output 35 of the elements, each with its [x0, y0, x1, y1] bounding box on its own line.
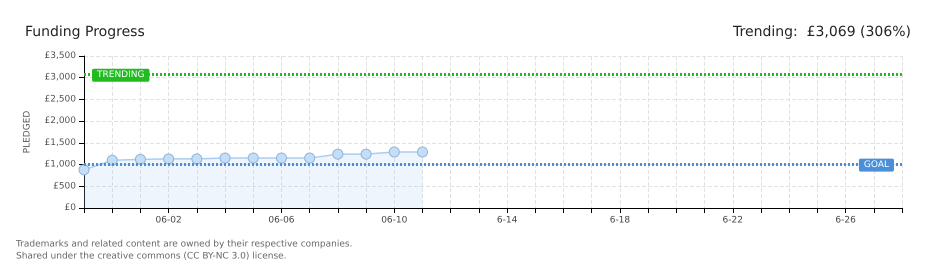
ref-line-label: GOAL — [864, 160, 889, 170]
point — [332, 148, 344, 160]
point — [416, 146, 428, 158]
y-tick-label: £2,500 — [44, 94, 76, 104]
x-tick-label: 6-14 — [496, 216, 518, 226]
point — [191, 153, 202, 164]
text: Trademarks and related content are owned by their respective companies. — [15, 240, 352, 250]
x-tick-label: 06-06 — [268, 216, 295, 226]
point — [78, 164, 90, 176]
x-tick-label: 06-10 — [381, 216, 408, 226]
y-tick-label: £3,000 — [44, 72, 76, 83]
y-tick-label: £1,500 — [44, 138, 76, 148]
chart-subtitle: Trending: £3,069 (306%) — [732, 24, 911, 40]
text: Shared under the creative commons (CC BY-NC 3.0) license. — [16, 252, 287, 262]
y-tick-label: £2,000 — [44, 116, 76, 126]
x-tick-label: 6-26 — [835, 216, 856, 226]
ref-line-label: TRENDING — [96, 70, 144, 80]
point — [106, 154, 118, 166]
x-tick-label: 06-02 — [156, 216, 182, 226]
point — [163, 153, 174, 164]
point — [134, 154, 146, 165]
point — [304, 152, 316, 164]
y-axis-title: PLEDGED — [22, 110, 32, 154]
y-tick-label: £500 — [53, 181, 76, 192]
point — [276, 152, 287, 164]
chart-title: Funding Progress — [25, 24, 145, 40]
point — [248, 152, 259, 164]
point — [220, 152, 231, 164]
y-tick-label: £0 — [64, 203, 76, 213]
y-tick-label: £1,000 — [44, 160, 76, 170]
x-tick-label: 6-18 — [610, 216, 630, 226]
x-tick-label: 6-22 — [722, 216, 743, 226]
y-tick-label: £3,500 — [44, 51, 76, 61]
point — [388, 146, 400, 158]
point — [360, 148, 372, 160]
